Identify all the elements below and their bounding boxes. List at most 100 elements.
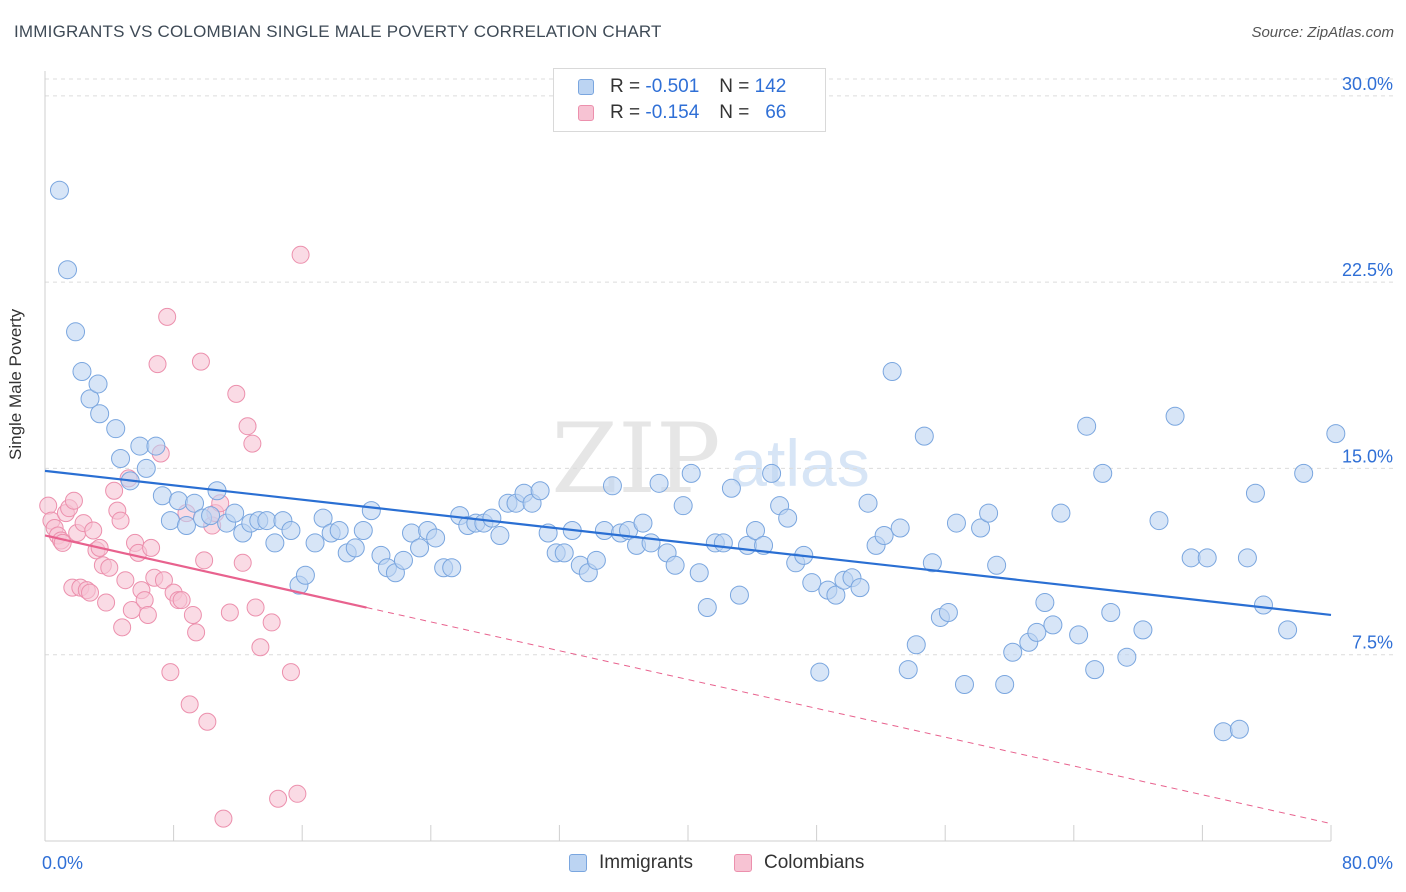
immigrants-point [721, 478, 741, 498]
colombians-point [138, 605, 157, 624]
colombians-point [195, 551, 214, 570]
colombians-point [172, 591, 191, 610]
immigrants-point [649, 473, 669, 493]
legend-item-colombians[interactable]: Colombians [734, 852, 864, 874]
colombians-point [64, 491, 83, 510]
source-label: Source: ZipAtlas.com [1251, 24, 1394, 41]
immigrants-point [426, 528, 446, 548]
immigrants-point [305, 533, 325, 553]
immigrants-point [1133, 620, 1153, 640]
immigrants-point [176, 516, 196, 536]
blue-swatch [578, 79, 594, 95]
immigrants-point [850, 578, 870, 598]
colombians-point [39, 496, 58, 515]
colombians-point [251, 638, 270, 657]
immigrants-point [778, 508, 798, 528]
immigrants-point [225, 503, 245, 523]
colombians-point [238, 417, 257, 436]
immigrants-point [168, 491, 188, 511]
immigrants-point [946, 513, 966, 533]
immigrants-point [1149, 511, 1169, 531]
immigrants-point [987, 555, 1007, 575]
immigrants-point [1197, 548, 1217, 568]
immigrants-point [410, 538, 430, 558]
legend-row-immigrants: R = -0.501 N = 142 [578, 75, 786, 99]
y-tick-label: 30.0% [1342, 74, 1393, 94]
colombians-point [187, 623, 206, 642]
colombians-point [113, 618, 132, 637]
immigrants-point [111, 448, 131, 468]
immigrants-point [602, 476, 622, 496]
immigrants-point [530, 481, 550, 501]
x-tick-label-max: 80.0% [1342, 853, 1393, 873]
colombians-point [161, 663, 180, 682]
immigrants-point [106, 419, 126, 439]
colombians-point [269, 789, 288, 808]
axes [44, 71, 1332, 842]
series-legend: Immigrants Colombians [0, 852, 1406, 876]
immigrants-trend-line [44, 469, 1332, 617]
immigrants-point [697, 598, 717, 618]
immigrants-point [762, 463, 782, 483]
colombians-point [81, 583, 100, 602]
immigrants-point [922, 553, 942, 573]
colombians-point [116, 571, 135, 590]
immigrants-point [665, 555, 685, 575]
immigrants-point [136, 458, 156, 478]
immigrants-point [826, 585, 846, 605]
immigrants-point [1245, 483, 1265, 503]
immigrants-point [1077, 416, 1097, 436]
immigrants-point [1003, 642, 1023, 662]
colombians-point [154, 571, 173, 590]
colombians-points [39, 245, 310, 828]
immigrants-point [1294, 463, 1314, 483]
colombians-point [158, 307, 177, 326]
immigrants-point [295, 565, 315, 585]
immigrants-point [146, 436, 166, 456]
immigrants-point [594, 521, 614, 541]
legend-row-colombians: R = -0.154 N = 66 [578, 101, 786, 125]
immigrants-point [874, 525, 894, 545]
immigrants-point [80, 389, 100, 409]
immigrants-point [995, 675, 1015, 695]
immigrants-point [729, 585, 749, 605]
immigrants-point [49, 180, 69, 200]
colombians-point [291, 245, 310, 264]
immigrants-point [914, 426, 934, 446]
y-tick-label: 15.0% [1342, 446, 1393, 466]
immigrants-point [1043, 615, 1063, 635]
colombians-point [220, 603, 239, 622]
immigrants-point [1027, 622, 1047, 642]
y-axis-label: Single Male Poverty [6, 308, 25, 460]
immigrants-point [673, 496, 693, 516]
immigrants-swatch [569, 854, 587, 872]
immigrants-point [810, 662, 830, 682]
colombians-point [288, 784, 307, 803]
immigrants-point [1093, 463, 1113, 483]
colombians-point [281, 663, 300, 682]
immigrants-point [490, 525, 510, 545]
legend-r-label: R = [610, 76, 641, 97]
immigrants-point [160, 511, 180, 531]
immigrants-point [938, 602, 958, 622]
colombians-point [262, 613, 281, 632]
immigrants-point [633, 513, 653, 533]
immigrants-point [1278, 620, 1298, 640]
immigrants-point [882, 362, 902, 382]
legend-n-label: N = [719, 102, 750, 123]
immigrants-point [393, 550, 413, 570]
immigrants-point [329, 521, 349, 541]
immigrants-point [979, 503, 999, 523]
chart-title: IMMIGRANTS VS COLOMBIAN SINGLE MALE POVE… [14, 22, 662, 41]
immigrants-point [1165, 406, 1185, 426]
legend-item-immigrants[interactable]: Immigrants [569, 852, 693, 874]
immigrants-point [152, 486, 172, 506]
immigrants-point [802, 573, 822, 593]
immigrants-point [1253, 595, 1273, 615]
legend-n-value: 142 [754, 76, 787, 97]
x-tick-label-min: 0.0% [42, 853, 83, 873]
immigrants-point [58, 260, 78, 280]
immigrants-point [858, 493, 878, 513]
immigrants-point [641, 533, 661, 553]
